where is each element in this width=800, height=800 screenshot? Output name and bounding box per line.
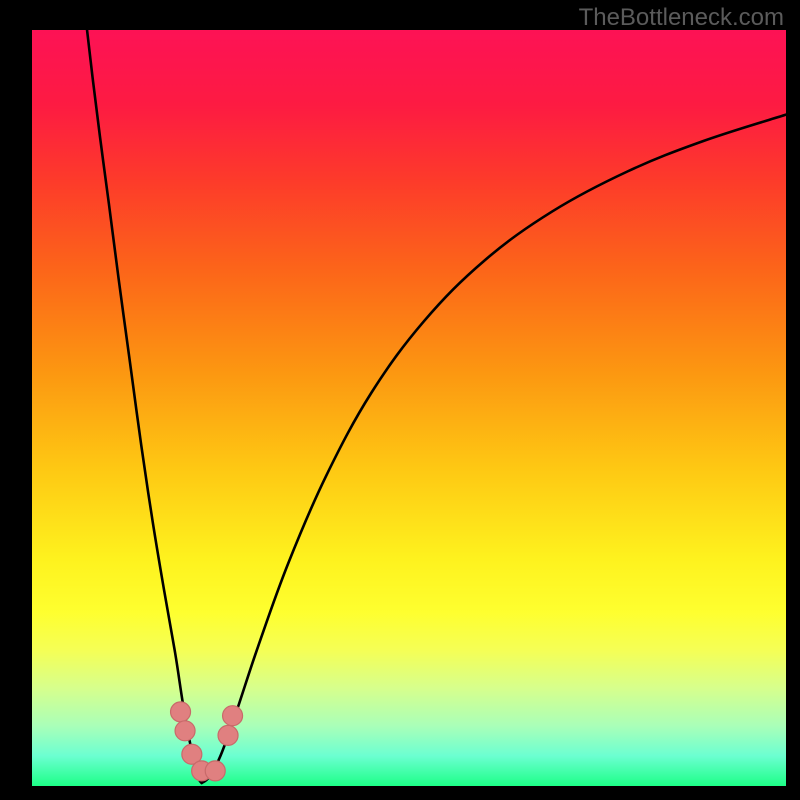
watermark-text: TheBottleneck.com — [579, 4, 784, 32]
plot-area — [32, 30, 786, 786]
data-marker — [218, 725, 238, 745]
data-marker — [223, 706, 243, 726]
data-marker — [175, 721, 195, 741]
gradient-background — [32, 30, 786, 786]
data-marker — [205, 761, 225, 781]
plot-svg — [32, 30, 786, 786]
data-marker — [171, 702, 191, 722]
